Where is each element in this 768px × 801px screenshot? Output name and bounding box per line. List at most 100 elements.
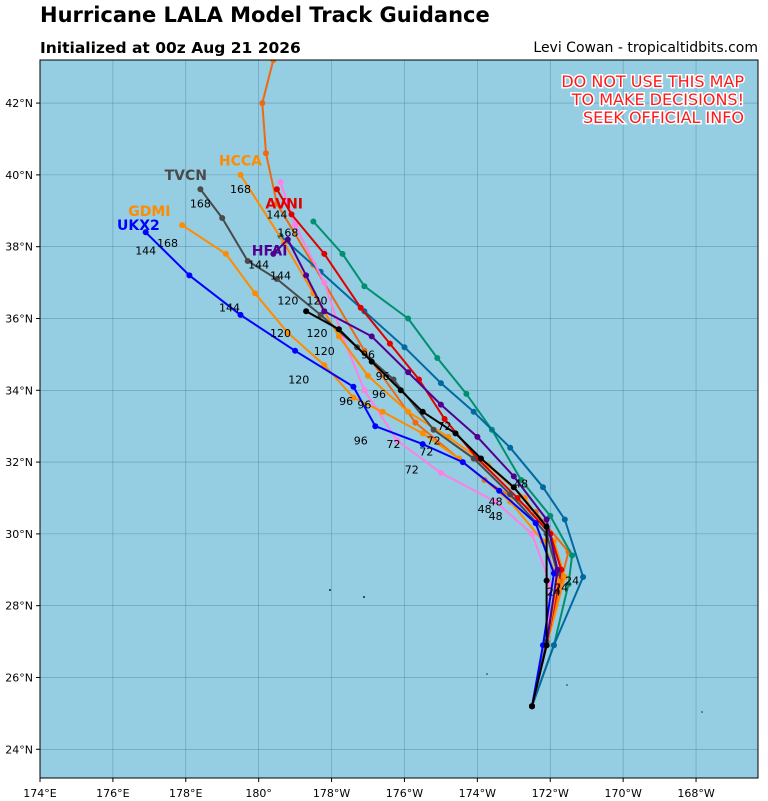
disclaimer-line: TO MAKE DECISIONS!: [571, 90, 744, 109]
forecast-hour-label: 144: [248, 259, 269, 272]
track-point: [507, 491, 514, 498]
lat-tick-label: 40°N: [5, 169, 33, 182]
forecast-hour-label: 144: [135, 244, 156, 257]
track-point: [529, 530, 535, 537]
track-point: [470, 408, 477, 415]
forecast-hour-label: 96: [339, 395, 353, 408]
track-point: [259, 100, 266, 107]
lat-tick-label: 32°N: [5, 456, 33, 469]
track-point: [179, 222, 186, 229]
lat-tick-label: 36°N: [5, 312, 33, 325]
forecast-hour-label: 120: [277, 295, 298, 308]
track-point: [405, 315, 412, 322]
track-point: [412, 419, 419, 426]
forecast-hour-label: 24: [547, 585, 561, 598]
track-point: [186, 272, 193, 279]
lat-tick-label: 42°N: [5, 97, 33, 110]
forecast-hour-label: 168: [190, 198, 211, 211]
lat-tick-label: 30°N: [5, 528, 33, 541]
track-point: [273, 276, 280, 282]
track-point: [386, 340, 393, 347]
forecast-hour-label: 144: [266, 208, 287, 221]
track-point: [339, 250, 346, 257]
track-point: [529, 703, 535, 710]
track-point: [565, 581, 572, 588]
track-point: [335, 326, 342, 333]
islands: [329, 589, 703, 713]
track-point: [405, 369, 412, 376]
forecast-hour-label: 96: [376, 370, 390, 383]
axis-ticks: 174°E 176°E 178°E 180° 178°W 176°W 174°W 172°W 1…: [5, 97, 715, 800]
track-point: [368, 358, 375, 365]
track-point: [437, 469, 444, 476]
forecast-hour-label: 96: [357, 399, 371, 412]
track-line: [305, 310, 548, 707]
track-point: [292, 347, 299, 354]
track-point: [368, 333, 375, 340]
island-dot: [329, 589, 331, 591]
track-point: [459, 459, 466, 466]
track-point: [478, 455, 484, 462]
track-point: [284, 329, 291, 336]
ocean-background: [40, 60, 758, 778]
forecast-hour-label: 72: [427, 435, 441, 448]
track-point: [292, 222, 299, 229]
track-point: [361, 283, 368, 290]
lon-tick-label: 178°W: [313, 787, 350, 800]
disclaimer-line: DO NOT USE THIS MAP: [561, 72, 744, 91]
track-point: [507, 444, 514, 451]
lon-tick-label: 168°W: [677, 787, 714, 800]
forecast-hour-label: 168: [230, 183, 251, 196]
forecast-hour-label: 72: [419, 445, 433, 458]
track-point: [321, 308, 328, 315]
track-point: [419, 430, 426, 437]
track-point: [474, 433, 481, 440]
track-point: [273, 200, 280, 207]
track-point: [547, 512, 554, 519]
track-point: [394, 437, 401, 444]
track-point: [317, 311, 324, 318]
track-point: [142, 229, 149, 236]
forecast-hour-label: 120: [314, 345, 335, 358]
track-point: [361, 387, 368, 394]
track-point: [357, 304, 364, 311]
track-point: [550, 642, 557, 649]
track-point: [419, 441, 426, 448]
track-point: [532, 520, 539, 527]
track-point: [437, 401, 444, 408]
lon-tick-label: 176°W: [386, 787, 423, 800]
forecast-hour-label: 120: [306, 327, 327, 340]
forecast-hour-label: 48: [514, 478, 528, 491]
model-tracks: [142, 60, 587, 710]
forecast-hour-label: 120: [288, 374, 309, 387]
track-point: [219, 215, 226, 221]
track-point: [452, 430, 459, 437]
lat-tick-label: 34°N: [5, 384, 33, 397]
forecast-hour-label: 168: [157, 237, 178, 250]
track-point: [430, 426, 437, 433]
track-point: [244, 258, 251, 264]
lon-tick-label: 176°E: [96, 787, 129, 800]
track-point: [350, 394, 357, 401]
track-point: [397, 387, 404, 394]
model-name-label: GDMI: [128, 204, 170, 220]
lon-tick-label: 178°E: [169, 787, 202, 800]
track-point: [580, 574, 587, 580]
island-dot: [701, 711, 703, 713]
track-point: [321, 250, 328, 257]
track-point: [288, 211, 295, 218]
track-point: [437, 380, 444, 387]
track-point: [554, 566, 561, 573]
track-point: [434, 355, 441, 361]
track-point: [405, 408, 412, 415]
track-point: [510, 473, 517, 480]
track-point: [350, 383, 357, 390]
track-point: [252, 290, 258, 297]
track-point: [197, 186, 204, 193]
track-point: [270, 60, 277, 63]
forecast-hour-label: 48: [478, 503, 492, 516]
forecast-hour-label: 48: [489, 510, 503, 523]
